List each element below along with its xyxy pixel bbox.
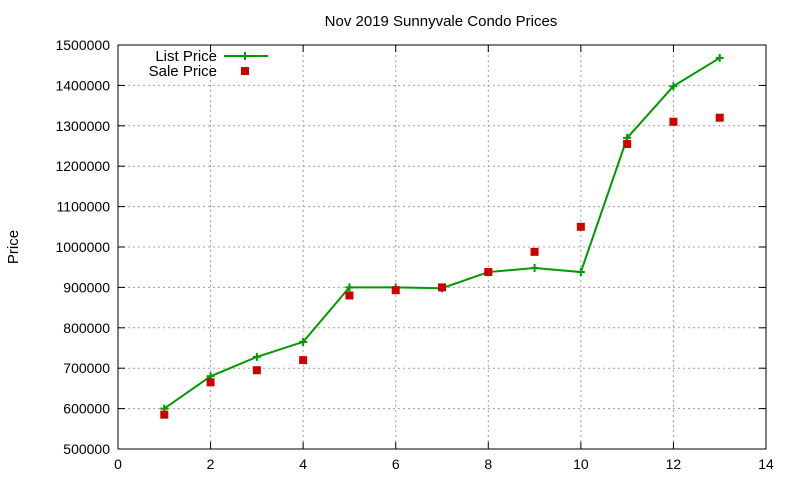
sale-price-point bbox=[576, 222, 585, 231]
legend-label-list-price: List Price bbox=[155, 48, 217, 65]
grid-layer bbox=[118, 45, 766, 449]
list-price-point bbox=[576, 268, 585, 277]
y-tick-label: 700000 bbox=[63, 360, 110, 376]
list-price-point bbox=[345, 283, 354, 292]
sale-price-point bbox=[484, 268, 493, 277]
legend-plus-marker bbox=[241, 52, 249, 60]
y-tick-label: 500000 bbox=[63, 441, 110, 457]
legend-square-marker bbox=[241, 67, 249, 75]
x-tick-label: 2 bbox=[207, 456, 215, 472]
legend-label-sale-price: Sale Price bbox=[149, 63, 217, 80]
sale-price-point bbox=[252, 366, 261, 375]
x-tick-label: 10 bbox=[573, 456, 589, 472]
x-tick-label: 4 bbox=[299, 456, 307, 472]
sale-price-point bbox=[669, 117, 678, 126]
sale-price-point bbox=[160, 410, 169, 419]
y-tick-label: 1000000 bbox=[55, 239, 110, 255]
x-tick-label: 6 bbox=[392, 456, 400, 472]
sale-price-point bbox=[391, 286, 400, 295]
sale-price-point bbox=[530, 247, 539, 256]
x-tick-label: 12 bbox=[666, 456, 682, 472]
sale-price-point bbox=[206, 378, 215, 387]
x-tick-label: 8 bbox=[484, 456, 492, 472]
x-tick-label: 0 bbox=[114, 456, 122, 472]
list-price-line bbox=[163, 57, 721, 410]
legend: List Price Sale Price bbox=[149, 48, 268, 80]
series-layer bbox=[160, 53, 724, 419]
y-axis-title: Price bbox=[5, 230, 22, 264]
y-tick-label: 1500000 bbox=[55, 37, 110, 53]
list-price-point bbox=[669, 82, 678, 91]
list-price-point bbox=[299, 337, 308, 346]
y-tick-label: 600000 bbox=[63, 401, 110, 417]
sale-price-point bbox=[438, 283, 446, 292]
y-tick-label: 900000 bbox=[63, 279, 110, 295]
y-tick-label: 800000 bbox=[63, 320, 110, 336]
tick-layer: 0 2 4 6 8 10 12 14 500000 600000 700000 800000 90000… bbox=[55, 37, 774, 472]
sale-price-point bbox=[299, 356, 308, 365]
y-tick-label: 1200000 bbox=[55, 158, 110, 174]
y-tick-label: 1400000 bbox=[55, 77, 110, 93]
x-tick-label: 14 bbox=[758, 456, 774, 472]
y-tick-label: 1300000 bbox=[55, 118, 110, 134]
sale-price-point bbox=[623, 139, 632, 148]
sale-price-point bbox=[345, 291, 354, 300]
list-price-point bbox=[252, 352, 261, 361]
y-tick-label: 1100000 bbox=[57, 199, 111, 215]
list-price-point bbox=[715, 53, 724, 62]
chart-title: Nov 2019 Sunnyvale Condo Prices bbox=[325, 13, 558, 30]
list-price-point bbox=[530, 264, 539, 273]
sale-price-point bbox=[715, 113, 724, 122]
